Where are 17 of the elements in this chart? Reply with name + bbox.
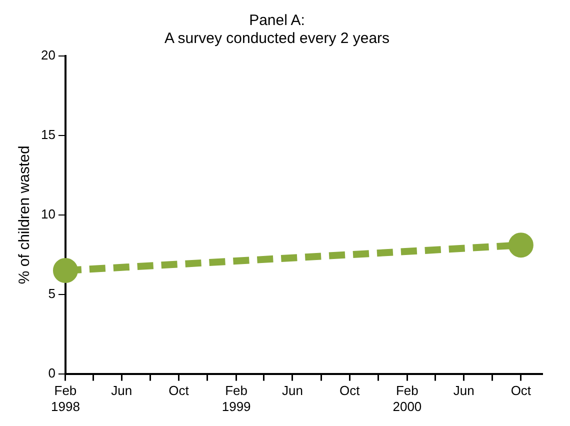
chart-title: Panel A: xyxy=(249,12,305,30)
y-tick-label: 10 xyxy=(40,206,56,222)
x-tick-label: Feb 2000 xyxy=(392,383,422,414)
x-tick-label: Feb 1998 xyxy=(51,383,80,414)
x-tick-label: Oct xyxy=(168,383,190,398)
x-tick-label: Jun xyxy=(111,383,132,398)
x-tick-label: Feb 1999 xyxy=(222,383,251,414)
x-tick-label: Jun xyxy=(282,383,303,398)
x-tick-label: Jun xyxy=(453,383,474,398)
chart-subtitle: A survey conducted every 2 years xyxy=(164,30,390,48)
x-tick-label: Oct xyxy=(339,383,360,398)
y-tick-label: 20 xyxy=(40,48,56,63)
y-tick-label: 5 xyxy=(48,286,56,301)
y-tick-label: 0 xyxy=(48,365,56,380)
x-tick-label: Oct xyxy=(510,383,532,398)
y-axis-title: % of children wasted xyxy=(16,146,34,284)
y-tick-label: 15 xyxy=(40,127,56,142)
